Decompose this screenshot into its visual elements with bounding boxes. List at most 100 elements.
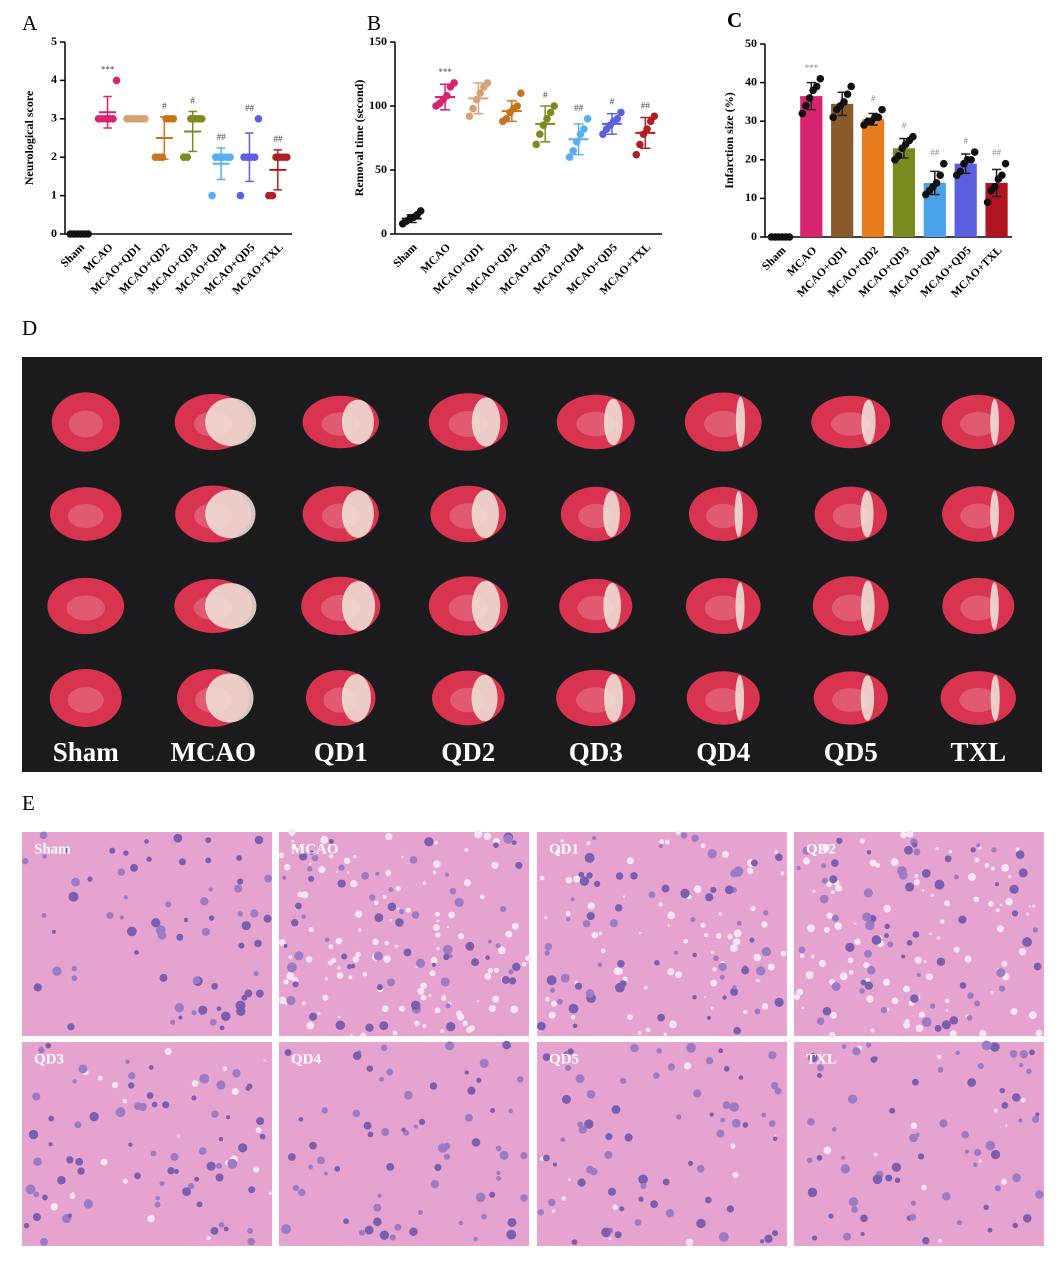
cell-nucleus xyxy=(967,992,974,1000)
vacuole xyxy=(600,948,606,954)
cell-nucleus xyxy=(374,913,384,923)
histology-image xyxy=(279,1042,529,1246)
cell-nucleus xyxy=(913,848,921,856)
cell-nucleus xyxy=(638,1174,648,1185)
vacuole xyxy=(360,1032,366,1038)
vacuole xyxy=(990,991,994,995)
vacuole xyxy=(111,1081,119,1089)
vacuole xyxy=(164,1048,172,1056)
cell-nucleus xyxy=(182,1187,191,1197)
cell-nucleus xyxy=(51,929,56,934)
cell-nucleus xyxy=(216,1162,223,1169)
vacuole xyxy=(545,997,550,1002)
infarct-area xyxy=(603,398,623,446)
vacuole xyxy=(1005,898,1013,906)
cell-nucleus xyxy=(373,951,383,961)
vacuole xyxy=(401,855,404,859)
cell-nucleus xyxy=(467,1086,476,1095)
cell-nucleus xyxy=(578,1125,587,1134)
data-point xyxy=(940,159,948,168)
vacuole xyxy=(350,881,357,887)
cell-nucleus xyxy=(760,1239,765,1244)
data-point xyxy=(84,230,92,238)
vacuole xyxy=(774,850,778,854)
cell-nucleus xyxy=(1012,1093,1021,1102)
vacuole xyxy=(382,894,387,899)
cell-nucleus xyxy=(150,1150,157,1157)
vacuole xyxy=(925,973,931,979)
cell-nucleus xyxy=(1035,1112,1040,1117)
y-tick-label: 150 xyxy=(369,34,387,48)
vacuole xyxy=(222,1066,228,1071)
cell-nucleus xyxy=(250,909,259,918)
vacuole xyxy=(591,931,599,939)
cell-nucleus xyxy=(366,1065,374,1072)
cell-nucleus xyxy=(22,857,29,865)
cell-nucleus xyxy=(1025,1068,1032,1075)
vacuole xyxy=(428,994,432,998)
vacuole xyxy=(727,933,733,940)
cell-nucleus xyxy=(707,849,717,859)
cell-nucleus xyxy=(399,909,405,915)
cell-nucleus xyxy=(45,1042,52,1049)
cell-nucleus xyxy=(936,957,946,966)
cell-nucleus xyxy=(71,975,78,982)
vacuole xyxy=(700,843,706,848)
cell-nucleus xyxy=(860,1214,868,1223)
group-label: QD1 xyxy=(314,737,368,767)
data-point xyxy=(878,105,886,114)
cell-nucleus xyxy=(445,1003,451,1009)
vacuole xyxy=(826,912,833,919)
data-point xyxy=(632,150,641,159)
brain-core xyxy=(960,595,997,621)
significance-label: ## xyxy=(574,103,584,113)
vacuole xyxy=(598,931,603,935)
cell-nucleus xyxy=(736,920,742,926)
cell-nucleus xyxy=(990,1149,1001,1160)
cell-nucleus xyxy=(301,914,306,919)
cell-nucleus xyxy=(413,1124,418,1129)
brain-core xyxy=(960,411,997,437)
cell-nucleus xyxy=(128,1142,133,1147)
cell-nucleus xyxy=(299,852,305,857)
cell-nucleus xyxy=(891,1162,902,1172)
cell-nucleus xyxy=(706,1015,712,1021)
cell-nucleus xyxy=(146,856,152,862)
vacuole xyxy=(626,857,634,865)
cell-nucleus xyxy=(956,1220,962,1226)
vacuole xyxy=(703,996,706,999)
cell-nucleus xyxy=(1009,884,1019,894)
cell-nucleus xyxy=(159,973,168,982)
vacuole xyxy=(663,1032,667,1036)
cell-nucleus xyxy=(264,874,272,883)
vacuole xyxy=(622,976,628,982)
cell-nucleus xyxy=(556,998,563,1005)
vacuole xyxy=(891,997,899,1005)
y-axis-label: Removal time (second) xyxy=(352,80,366,197)
vacuole xyxy=(683,938,689,944)
cell-nucleus xyxy=(845,942,855,952)
cell-nucleus xyxy=(444,872,450,877)
cell-nucleus xyxy=(409,1227,418,1236)
infarct-area xyxy=(861,399,876,445)
group-label: Sham xyxy=(53,737,120,767)
cell-nucleus xyxy=(445,1041,455,1051)
cell-nucleus xyxy=(696,1218,706,1229)
image-label: TXL xyxy=(806,1051,837,1067)
vacuole xyxy=(462,1020,468,1027)
cell-nucleus xyxy=(358,1229,365,1236)
vacuole xyxy=(325,977,329,981)
cell-nucleus xyxy=(859,988,865,994)
cell-nucleus xyxy=(155,925,166,936)
cell-nucleus xyxy=(443,944,453,955)
vacuole xyxy=(793,993,801,1001)
cell-nucleus xyxy=(937,1066,944,1073)
vacuole xyxy=(1000,1178,1008,1185)
infarct-area xyxy=(341,674,371,722)
cell-nucleus xyxy=(87,876,93,882)
cell-nucleus xyxy=(584,852,595,863)
vacuole xyxy=(97,1075,103,1081)
vacuole xyxy=(915,1024,924,1033)
cell-nucleus xyxy=(676,1114,682,1120)
cell-nucleus xyxy=(729,1102,740,1112)
